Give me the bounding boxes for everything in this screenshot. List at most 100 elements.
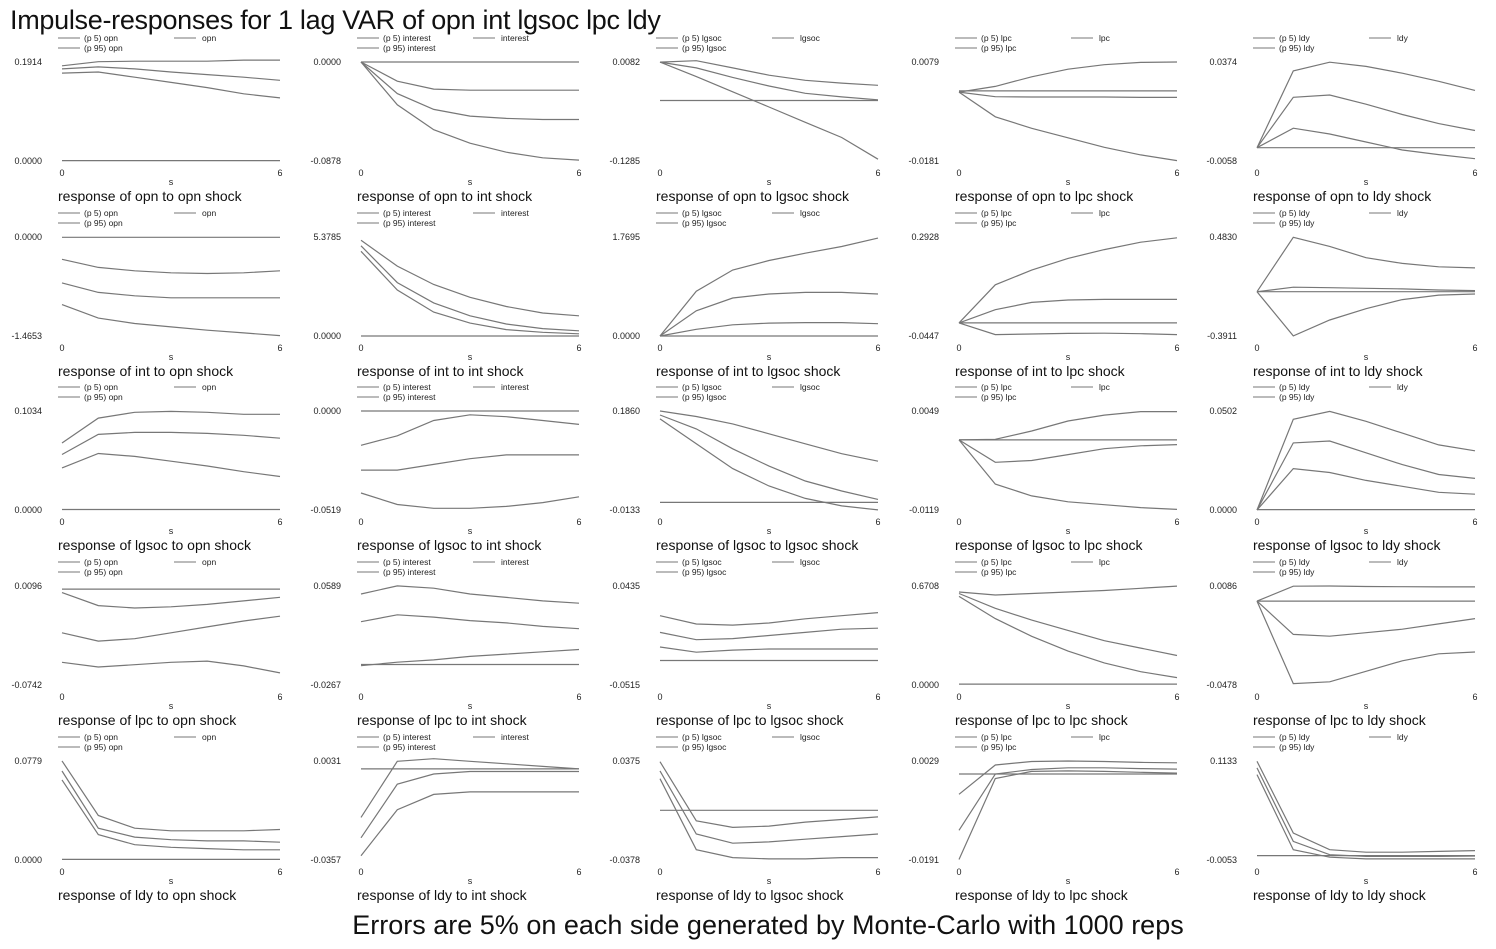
panel-caption: response of int to lpc shock: [955, 363, 1126, 379]
series-line-p-5-interest: [360, 648, 580, 667]
irf-panel-2-4: (p 5) ldy ldy (p 95) ldy 0.0502 0.0000 0 6 sres…: [1209, 382, 1477, 553]
x-tick-label: 6: [875, 517, 880, 527]
series-line-p-5-ldy: [1256, 774, 1475, 860]
series-line-p-95-interest: [360, 585, 580, 604]
legend-label: (p 5) lgsoc: [682, 382, 722, 392]
x-tick-label: 0: [956, 168, 961, 178]
legend-label: (p 95) ldy: [1279, 43, 1315, 53]
series-line-p-5-lpc: [958, 91, 1178, 162]
x-tick-label: 0: [358, 517, 363, 527]
legend-label: (p 95) ldy: [1279, 567, 1315, 577]
series-line-p-95-lpc: [958, 411, 1177, 441]
legend-label: (p 5) ldy: [1279, 208, 1310, 218]
y-tick-label: 0.1860: [612, 406, 640, 416]
x-axis-label: s: [767, 352, 772, 362]
panel-caption: response of ldy to opn shock: [58, 887, 237, 903]
legend: (p 5) opn opn (p 95) opn: [58, 557, 216, 577]
y-tick-label: -0.0357: [310, 855, 341, 865]
legend-label: lgsoc: [800, 382, 821, 392]
panel-caption: response of ldy to int shock: [357, 887, 528, 903]
legend-label: (p 5) lpc: [981, 557, 1012, 567]
x-axis-label: s: [169, 352, 174, 362]
series-line-p-95-ldy: [1256, 585, 1475, 602]
legend-label: interest: [501, 557, 530, 567]
y-tick-label: 0.1133: [1210, 756, 1237, 766]
panel-caption: response of int to opn shock: [58, 363, 234, 379]
series-line-p-95-lpc: [958, 61, 1178, 93]
x-axis-label: s: [468, 352, 473, 362]
panel-caption: response of ldy to ldy shock: [1253, 887, 1427, 903]
legend-label: (p 5) lgsoc: [682, 557, 722, 567]
panel-caption: response of int to int shock: [357, 363, 525, 379]
y-tick-label: 0.0000: [911, 680, 939, 690]
x-tick-label: 6: [576, 168, 581, 178]
legend-label: ldy: [1397, 732, 1409, 742]
x-axis-label: s: [169, 177, 174, 187]
x-tick-label: 0: [59, 867, 64, 877]
y-tick-label: 0.0000: [14, 855, 42, 865]
y-tick-label: 0.0435: [612, 581, 640, 591]
legend-label: (p 5) interest: [383, 33, 431, 43]
series-line-interest: [360, 770, 579, 839]
legend: (p 5) opn opn (p 95) opn: [58, 732, 216, 752]
irf-panel-2-0: (p 5) opn opn (p 95) opn 0.1034 0.0000 0 6 sres…: [14, 382, 282, 553]
irf-panel-0-3: (p 5) lpc lpc (p 95) lpc 0.0079 -0.0181 0 6 sre…: [908, 33, 1179, 204]
series-line-interest: [360, 245, 580, 332]
panel-caption: response of int to ldy shock: [1253, 363, 1424, 379]
series-line-ldy: [1256, 600, 1476, 637]
y-tick-label: 0.4830: [1209, 232, 1237, 242]
y-tick-label: 0.0502: [1209, 406, 1237, 416]
series-line-p-5-opn: [61, 779, 280, 851]
legend: (p 5) lpc lpc (p 95) lpc: [955, 732, 1111, 752]
legend-label: (p 95) opn: [84, 218, 123, 228]
series-line-p-95-interest: [360, 61, 579, 91]
irf-panel-4-4: (p 5) ldy ldy (p 95) ldy 0.1133 -0.0053 0 6 sre…: [1206, 732, 1477, 903]
series-line-opn: [61, 282, 280, 299]
series-line-p-5-opn: [61, 452, 281, 478]
y-tick-label: 0.0049: [911, 406, 939, 416]
legend-label: (p 95) lgsoc: [682, 43, 727, 53]
y-tick-label: 0.0374: [1209, 57, 1237, 67]
series-line-p-95-lgsoc: [659, 60, 879, 86]
series-line-p-95-opn: [61, 592, 281, 609]
legend-label: ldy: [1397, 382, 1409, 392]
x-axis-label: s: [1364, 352, 1369, 362]
x-tick-label: 0: [956, 692, 961, 702]
legend-label: (p 5) opn: [84, 382, 118, 392]
legend-label: (p 5) opn: [84, 208, 118, 218]
legend: (p 5) opn opn (p 95) opn: [58, 208, 216, 228]
legend-label: (p 5) ldy: [1279, 382, 1310, 392]
x-axis-label: s: [1066, 876, 1071, 886]
x-axis-label: s: [767, 526, 772, 536]
panel-caption: response of lgsoc to int shock: [357, 537, 542, 553]
irf-panel-0-1: (p 5) interest interest (p 95) interest 0.0…: [310, 33, 581, 204]
x-tick-label: 6: [1174, 867, 1179, 877]
legend-label: (p 5) opn: [84, 732, 118, 742]
x-axis-label: s: [1364, 526, 1369, 536]
legend: (p 5) lgsoc lgsoc (p 95) lgsoc: [656, 208, 821, 228]
x-tick-label: 6: [576, 343, 581, 353]
y-tick-label: -0.0515: [609, 680, 640, 690]
series-line-lpc: [958, 91, 1177, 99]
series-line-ldy: [1256, 94, 1476, 149]
x-tick-label: 6: [875, 692, 880, 702]
series-line-p-5-opn: [61, 71, 281, 99]
page-title: Impulse-responses for 1 lag VAR of opn i…: [10, 5, 661, 35]
x-tick-label: 6: [576, 692, 581, 702]
legend-label: lpc: [1099, 557, 1111, 567]
panel-caption: response of lpc to int shock: [357, 712, 528, 728]
legend-label: (p 5) lgsoc: [682, 732, 722, 742]
x-tick-label: 0: [956, 867, 961, 877]
legend-label: (p 5) ldy: [1279, 732, 1310, 742]
irf-panel-3-4: (p 5) ldy ldy (p 95) ldy 0.0086 -0.0478 0 6 sre…: [1206, 557, 1477, 728]
y-tick-label: 0.1034: [14, 406, 42, 416]
series-line-p-95-ldy: [1256, 61, 1476, 148]
footer-note: Errors are 5% on each side generated by …: [352, 910, 1184, 940]
legend-label: (p 95) opn: [84, 742, 123, 752]
y-tick-label: 0.0000: [612, 331, 640, 341]
x-tick-label: 6: [277, 168, 282, 178]
y-tick-label: 1.7695: [612, 232, 640, 242]
legend-label: opn: [202, 732, 216, 742]
legend-label: (p 5) opn: [84, 557, 118, 567]
x-tick-label: 6: [875, 168, 880, 178]
